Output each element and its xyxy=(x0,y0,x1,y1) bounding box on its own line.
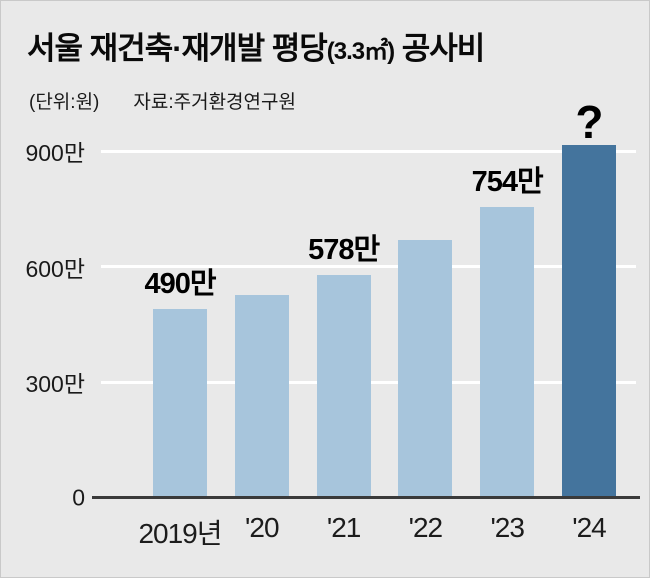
bar-value-unknown-label: ? xyxy=(575,95,603,148)
bar-group: ? '24 xyxy=(561,95,616,543)
plot-area: 490만 2019년 '20 578만 '21'22 754만 '23? '24 xyxy=(92,99,640,549)
y-tick-label: 600만 xyxy=(25,255,85,282)
x-axis-label: '21 xyxy=(326,512,361,543)
bar-value-label: 578만 xyxy=(308,234,380,267)
source-label: 자료:주거환경연구원 xyxy=(133,92,296,113)
y-tick-label: 300만 xyxy=(25,371,85,398)
bar-value-label: 754만 xyxy=(471,166,544,199)
bar xyxy=(316,275,371,498)
bar xyxy=(234,294,289,498)
bar-group: 578만 '21 xyxy=(308,226,380,543)
x-axis-label: '22 xyxy=(408,512,443,543)
x-axis-label: '23 xyxy=(490,512,524,543)
bar-group: '22 xyxy=(398,240,453,543)
x-axis-label: '24 xyxy=(572,512,606,543)
unit-label: (단위:원) xyxy=(29,92,100,113)
chart-title-main-1: 서울 재건축·재개발 평당 xyxy=(27,31,328,66)
bar-value-label: 490만 xyxy=(144,268,216,301)
gridline xyxy=(101,149,636,153)
y-tick-label: 0 xyxy=(72,484,85,511)
bar xyxy=(153,309,207,498)
y-tick-label: 900만 xyxy=(25,140,85,166)
bar xyxy=(480,207,535,498)
subtitle-row: (단위:원) 자료:주거환경연구원 xyxy=(29,87,296,114)
x-axis-baseline xyxy=(92,496,640,499)
chart-title-paren: (3.3㎡) xyxy=(326,38,395,65)
x-axis-label: '20 xyxy=(245,512,279,543)
bar-group: 754만 '23 xyxy=(472,158,544,543)
gridline xyxy=(101,265,636,269)
x-axis-label: 2019년 xyxy=(138,518,222,549)
bars-container: 490만 2019년 '20 578만 '21 '22 754만 '23? '24 xyxy=(138,95,616,549)
bar xyxy=(398,240,453,498)
chart-title-main-2: 공사비 xyxy=(394,31,486,66)
bar-group: 490만 2019년 xyxy=(138,260,222,549)
chart-title: 서울 재건축·재개발 평당(3.3㎡) 공사비 xyxy=(27,23,486,68)
bar xyxy=(561,145,616,498)
y-axis-labels: 0 300만 600만 900만 xyxy=(1,140,89,511)
bar-group: '20 xyxy=(234,294,289,543)
